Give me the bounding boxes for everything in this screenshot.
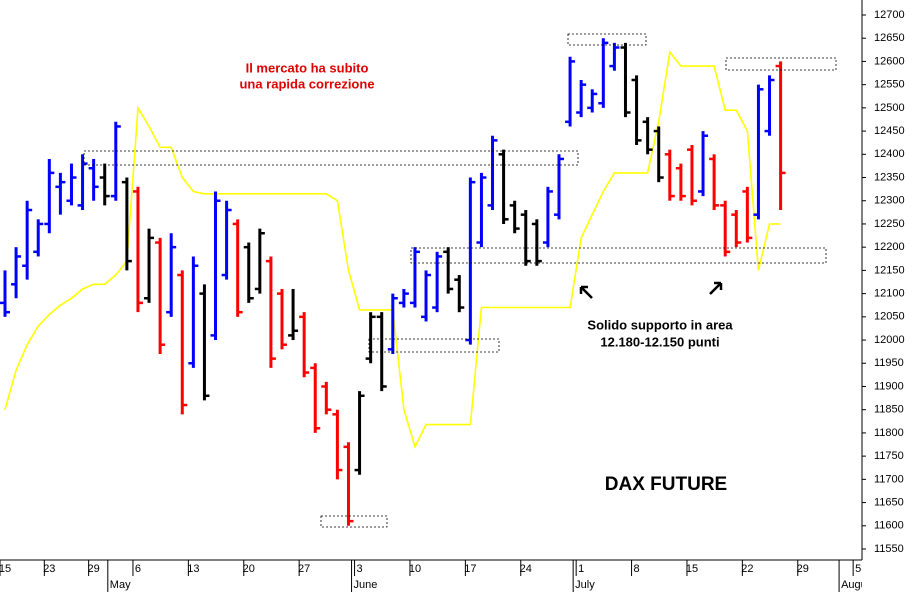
y-tick-label: 11700 (874, 473, 904, 485)
x-tick-label: 23 (43, 563, 55, 575)
y-tick-label: 11800 (874, 427, 904, 439)
y-tick-label: 12550 (874, 79, 905, 91)
x-tick-label: 8 (633, 563, 639, 575)
support-box (368, 338, 500, 353)
resistance-box (567, 33, 647, 46)
x-tick-label: 29 (88, 563, 100, 575)
y-tick-label: 12300 (874, 195, 905, 207)
x-tick-label: 15 (686, 563, 698, 575)
arrow (709, 281, 723, 295)
annotation: 12.180-12.150 punti (600, 334, 719, 349)
y-tick-label: 12350 (874, 171, 905, 183)
y-tick-label: 12250 (874, 218, 905, 230)
y-tick-label: 11950 (874, 357, 904, 369)
y-tick-label: 11900 (874, 380, 904, 392)
x-tick-label: 17 (464, 563, 476, 575)
y-tick-label: 11850 (874, 404, 904, 416)
annotation: Il mercato ha subito (246, 60, 369, 75)
x-tick-label: 5 (855, 563, 861, 575)
x-tick-label: 6 (135, 563, 141, 575)
y-tick-label: 12450 (874, 125, 905, 137)
x-tick-label: 10 (409, 563, 421, 575)
x-tick-label: 29 (797, 563, 809, 575)
support-box (410, 247, 827, 264)
month-labels: May June July August (107, 560, 875, 592)
y-tick-label: 12200 (874, 241, 905, 253)
y-tick-label: 12700 (874, 9, 905, 21)
x-tick-label: 15 (0, 563, 11, 575)
arrows (579, 281, 723, 299)
y-tick-label: 12400 (874, 148, 905, 160)
month-label: June (354, 579, 378, 591)
x-tick-label: 3 (356, 563, 362, 575)
chart-title: DAX FUTURE (605, 474, 727, 495)
y-tick-label: 12500 (874, 102, 905, 114)
y-tick-label: 11600 (874, 520, 904, 532)
x-tick-label: 1 (578, 563, 584, 575)
x-tick-label: 20 (243, 563, 255, 575)
month-label: May (110, 579, 131, 591)
y-tick-label: 11650 (874, 496, 904, 508)
plot-area (0, 38, 786, 526)
arrow (579, 285, 593, 299)
y-tick-label: 12100 (874, 288, 905, 300)
y-tick-label: 12050 (874, 311, 905, 323)
month-label: August (841, 579, 875, 591)
y-tick-label: 12650 (874, 32, 905, 44)
y-tick-label: 11550 (874, 543, 904, 555)
y-tick-label: 12600 (874, 55, 905, 67)
resistance-box (83, 150, 579, 166)
month-label: July (575, 579, 595, 591)
x-tick-label: 22 (741, 563, 753, 575)
y-tick-label: 12150 (874, 264, 905, 276)
resistance-box (725, 57, 837, 71)
x-tick-label: 24 (520, 563, 532, 575)
support-box (320, 515, 388, 528)
x-tick-label: 27 (298, 563, 310, 575)
y-tick-label: 12000 (874, 334, 905, 346)
annotation: Solido supporto in area (587, 317, 733, 332)
y-tick-label: 11750 (874, 450, 904, 462)
annotation: una rapida correzione (239, 76, 374, 91)
x-tick-label: 13 (187, 563, 199, 575)
support-boxes (83, 33, 837, 528)
